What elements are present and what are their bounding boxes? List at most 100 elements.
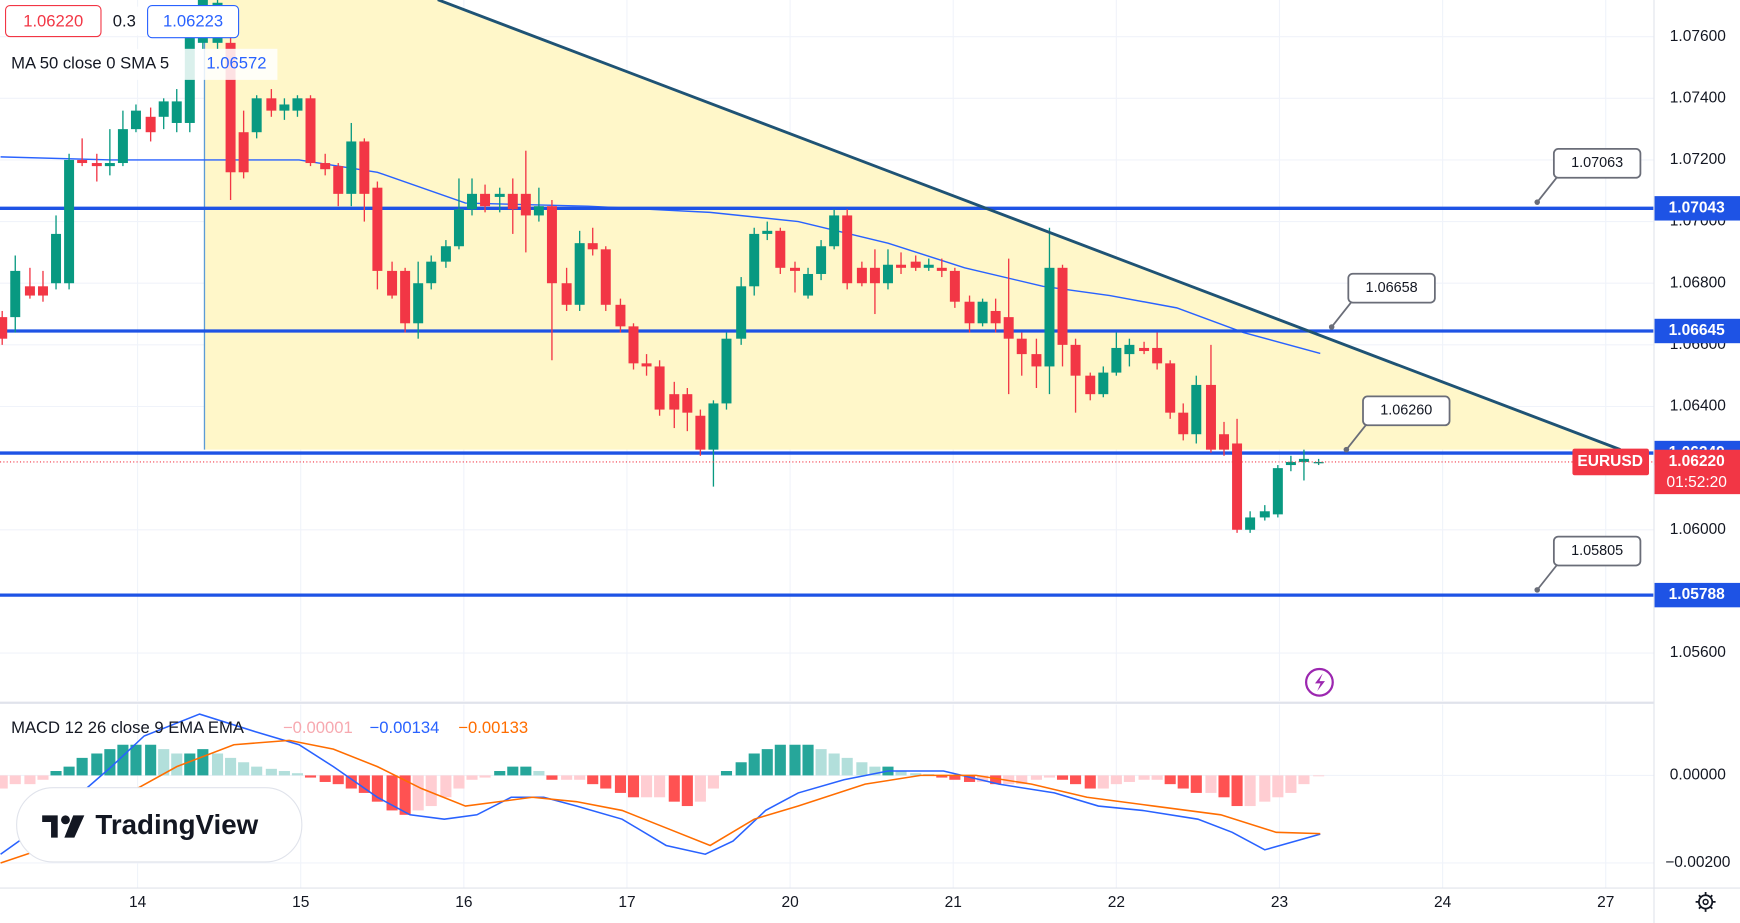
callout-box[interactable]: [1552, 535, 1642, 567]
macd-legend: MACD 12 26 close 9 EMA EMA −0.00001 −0.0…: [11, 718, 528, 737]
y-tick-label: 1.06800: [1670, 274, 1726, 291]
bid-box[interactable]: [4, 4, 102, 38]
level-price-box[interactable]: [1654, 318, 1740, 344]
gear: [1695, 891, 1716, 912]
callout-box[interactable]: [1362, 395, 1451, 427]
candle-body: [1016, 338, 1027, 355]
callout-label: 1.06658: [1366, 280, 1418, 296]
macd-histogram-bar: [720, 771, 733, 776]
replay-icon[interactable]: [1304, 667, 1334, 697]
macd-histogram-bar: [184, 753, 196, 776]
logo-badge: [16, 787, 303, 863]
callout-anchor[interactable]: [1343, 446, 1350, 453]
callout-anchor[interactable]: [1534, 199, 1540, 205]
candle-body: [949, 270, 960, 302]
macd-histogram-bar: [546, 775, 558, 780]
candle-body: [507, 193, 518, 210]
macd-histogram-bar: [910, 773, 922, 776]
candle-body: [1111, 347, 1122, 373]
logo[interactable]: TradingView: [16, 787, 303, 863]
symbol-label: EURUSD: [1577, 453, 1643, 470]
candle-body: [910, 261, 921, 268]
macd-histogram-bar: [1056, 775, 1069, 780]
x-tick-label: 23: [1271, 894, 1288, 911]
macd-histogram-bar: [815, 749, 827, 776]
macd-legend-name[interactable]: MACD 12 26 close 9 EMA EMA: [11, 718, 245, 737]
x-tick-label: 27: [1597, 894, 1614, 911]
macd-histogram-bar: [977, 775, 989, 782]
callout-label: 1.07063: [1571, 155, 1623, 171]
macd-histogram-bar: [265, 768, 277, 776]
callout-pointer: [1345, 422, 1369, 451]
candle-body: [936, 267, 947, 271]
macd-histogram-bar: [1097, 775, 1109, 789]
ma-legend-name[interactable]: MA 50 close 0 SMA 5: [11, 54, 169, 73]
candle-body: [37, 286, 48, 296]
macd-histogram-bar: [251, 766, 263, 776]
callout-anchor[interactable]: [1534, 587, 1540, 593]
candle-body: [600, 249, 611, 305]
y-tick-label: −0.00200: [1665, 854, 1731, 871]
candle-body: [736, 286, 747, 339]
candle-body: [1044, 267, 1055, 367]
callout-box[interactable]: [1347, 272, 1436, 304]
macd-histogram-bar: [1151, 775, 1163, 780]
candle-body: [453, 209, 464, 247]
candle-body: [896, 264, 907, 268]
candle-body: [695, 415, 706, 450]
candle-body: [1165, 363, 1176, 413]
candle-body: [641, 363, 652, 367]
x-tick-label: 24: [1434, 894, 1452, 911]
candle-body: [279, 104, 290, 111]
callout-label: 1.05805: [1571, 543, 1623, 559]
level-price-box[interactable]: [1654, 196, 1740, 221]
macd-histogram-bar: [600, 775, 612, 789]
macd-histogram-bar: [856, 762, 868, 776]
macd-histogram-bar: [1298, 775, 1310, 785]
macd-histogram-bar: [641, 775, 653, 798]
candle-body: [520, 193, 531, 216]
candle-body: [1285, 461, 1296, 466]
macd-histogram-bar: [386, 775, 398, 811]
price-pane: [0, 0, 1654, 702]
x-tick-label: 20: [781, 894, 799, 911]
candle-body: [749, 233, 760, 287]
candle-body: [1139, 347, 1150, 352]
candle-body: [628, 326, 639, 364]
candle-body: [64, 159, 75, 284]
macd-legend-signal: −0.00133: [458, 718, 528, 737]
macd-histogram-bar: [735, 762, 747, 776]
symbol-tag[interactable]: [1572, 448, 1650, 476]
macd-histogram-bar: [319, 775, 331, 782]
candle-body: [829, 215, 840, 247]
level-price-label: 1.05788: [1669, 586, 1725, 603]
candle-body: [77, 159, 88, 164]
macd-histogram-bar: [453, 775, 465, 789]
macd-histogram-bar: [533, 771, 545, 776]
macd-histogram-bar: [304, 775, 317, 778]
candle-body: [1298, 458, 1309, 462]
countdown-label: 01:52:20: [1667, 474, 1728, 491]
macd-histogram-bar: [91, 753, 103, 776]
candle-body: [251, 98, 262, 133]
candle-body: [923, 264, 934, 268]
macd-histogram-bar: [1070, 775, 1082, 785]
candle-body: [990, 310, 1001, 324]
candle-body: [1245, 517, 1256, 530]
candle-body: [533, 206, 544, 216]
y-tick-label: 0.00000: [1670, 767, 1726, 784]
macd-histogram-bar: [869, 766, 881, 776]
candle-body: [1070, 344, 1081, 376]
settings-icon[interactable]: [1695, 891, 1716, 912]
candle-body: [546, 206, 557, 284]
level-price-box[interactable]: [1654, 582, 1740, 608]
ask-box[interactable]: [147, 4, 240, 39]
callout-box[interactable]: [1552, 148, 1642, 179]
macd-histogram-bar: [399, 775, 411, 815]
candle-body: [480, 193, 491, 207]
last-price-label: 1.06220: [1669, 453, 1725, 470]
candle-body: [1232, 443, 1243, 530]
macd-histogram-bar: [1244, 775, 1256, 807]
callout-anchor[interactable]: [1328, 324, 1335, 330]
